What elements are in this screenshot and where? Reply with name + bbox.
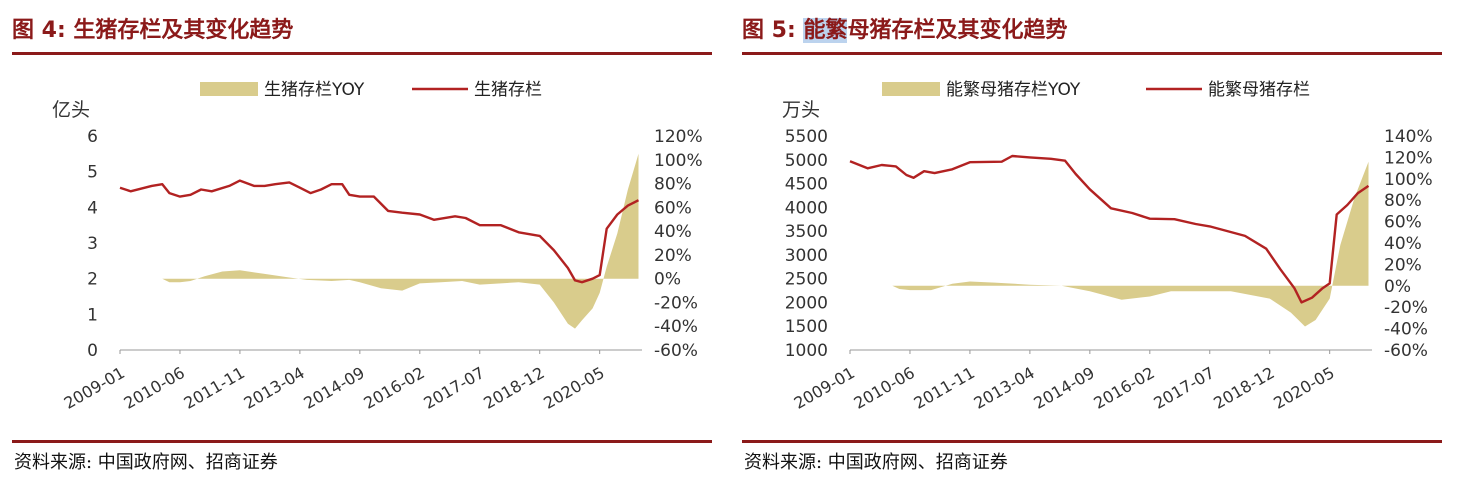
yoy-area-series — [120, 153, 639, 329]
legend-label-line: 能繁母猪存栏 — [1208, 80, 1310, 100]
right-tick-label: -40% — [1384, 320, 1428, 340]
left-tick-label: 5500 — [785, 127, 828, 147]
right-tick-label: -20% — [654, 293, 698, 313]
left-tick-label: 5000 — [785, 151, 828, 171]
figure-title-highlight: 能繁 — [803, 18, 848, 43]
source-rule — [12, 440, 712, 443]
x-tick-label: 2009-01 — [61, 363, 128, 413]
title-rule — [12, 52, 712, 55]
right-tick-label: -20% — [1384, 298, 1428, 318]
left-axis-unit: 亿头 — [52, 99, 90, 121]
figure-title-text: 图 4: 生猪存栏及其变化趋势 — [12, 18, 294, 43]
right-tick-label: 100% — [1384, 170, 1433, 190]
right-tick-label: 0% — [1384, 277, 1411, 297]
left-tick-label: 4500 — [785, 175, 828, 195]
inventory-line-series — [119, 179, 640, 284]
source-note: 资料来源: 中国政府网、招商证券 — [744, 452, 1008, 473]
figure-title-rest: 母猪存栏及其变化趋势 — [847, 18, 1068, 43]
legend: 生猪存栏YOY 生猪存栏 — [200, 80, 542, 100]
x-tick-label: 2020-05 — [1270, 363, 1337, 413]
left-tick-label: 2 — [87, 270, 98, 290]
x-tick-label: 2017-07 — [420, 363, 487, 413]
source-rule — [742, 440, 1442, 443]
left-tick-label: 3 — [87, 234, 98, 254]
x-tick-label: 2018-12 — [1210, 363, 1277, 413]
chart-panel-sow-inventory: 图 5: 能繁母猪存栏及其变化趋势 能繁母猪存栏YOY 能繁母猪存栏万头 5500 5… — [742, 0, 1442, 480]
right-tick-label: 120% — [654, 127, 703, 147]
right-tick-label: 60% — [1384, 213, 1422, 233]
legend: 能繁母猪存栏YOY 能繁母猪存栏 — [882, 80, 1310, 100]
left-axis-unit: 万头 — [782, 99, 820, 121]
left-tick-label: 2500 — [785, 270, 828, 290]
legend-label-yoy: 能繁母猪存栏YOY — [946, 80, 1081, 100]
figure-title: 图 5: 能繁母猪存栏及其变化趋势 — [742, 14, 1067, 48]
x-tick-label: 2013-04 — [970, 363, 1037, 413]
chart-panel-pig-inventory: 图 4: 生猪存栏及其变化趋势 生猪存栏YOY 生猪存栏亿头 6 5 4 3 2 1 0 120%… — [12, 0, 712, 480]
right-tick-label: 0% — [654, 270, 681, 290]
right-tick-label: 20% — [1384, 255, 1422, 275]
x-tick-label: 2013-04 — [240, 363, 307, 413]
legend-swatch-yoy — [200, 82, 258, 96]
left-tick-label: 1 — [87, 305, 98, 325]
left-tick-label: 3000 — [785, 246, 828, 266]
x-tick-label: 2014-09 — [1030, 363, 1097, 413]
left-tick-label: 4 — [87, 198, 98, 218]
left-tick-label: 4000 — [785, 198, 828, 218]
left-tick-label: 5 — [87, 163, 98, 183]
right-tick-label: 60% — [654, 198, 692, 218]
x-tick-label: 2010-06 — [121, 363, 188, 413]
right-tick-label: -40% — [654, 317, 698, 337]
right-tick-label: 140% — [1384, 127, 1433, 147]
right-tick-label: 80% — [654, 175, 692, 195]
right-tick-label: -60% — [654, 341, 698, 361]
figure-title: 图 4: 生猪存栏及其变化趋势 — [12, 14, 293, 48]
left-tick-label: 1000 — [785, 341, 828, 361]
left-tick-label: 3500 — [785, 222, 828, 242]
right-tick-label: 120% — [1384, 148, 1433, 168]
x-tick-label: 2011-11 — [181, 363, 248, 413]
x-tick-label: 2016-02 — [360, 363, 427, 413]
left-tick-label: 2000 — [785, 293, 828, 313]
right-tick-label: -60% — [1384, 341, 1428, 361]
x-tick-label: 2017-07 — [1150, 363, 1217, 413]
x-tick-label: 2009-01 — [791, 363, 858, 413]
right-tick-label: 100% — [654, 151, 703, 171]
yoy-area-series — [850, 161, 1369, 327]
left-tick-label: 0 — [87, 341, 98, 361]
x-tick-label: 2010-06 — [851, 363, 918, 413]
x-tick-label: 2016-02 — [1090, 363, 1157, 413]
left-tick-label: 1500 — [785, 317, 828, 337]
x-tick-label: 2011-11 — [911, 363, 978, 413]
left-tick-label: 6 — [87, 127, 98, 147]
legend-swatch-yoy — [882, 82, 940, 96]
inventory-line-series — [849, 154, 1370, 304]
source-note: 资料来源: 中国政府网、招商证券 — [14, 452, 278, 473]
x-tick-label: 2014-09 — [300, 363, 367, 413]
legend-label-line: 生猪存栏 — [474, 80, 542, 100]
right-tick-label: 40% — [654, 222, 692, 242]
right-tick-label: 20% — [654, 246, 692, 266]
title-rule — [742, 52, 1442, 55]
legend-label-yoy: 生猪存栏YOY — [264, 80, 365, 100]
x-tick-label: 2020-05 — [540, 363, 607, 413]
right-tick-label: 80% — [1384, 191, 1422, 211]
figure-title-prefix: 图 5: — [742, 18, 804, 43]
x-tick-label: 2018-12 — [480, 363, 547, 413]
right-tick-label: 40% — [1384, 234, 1422, 254]
